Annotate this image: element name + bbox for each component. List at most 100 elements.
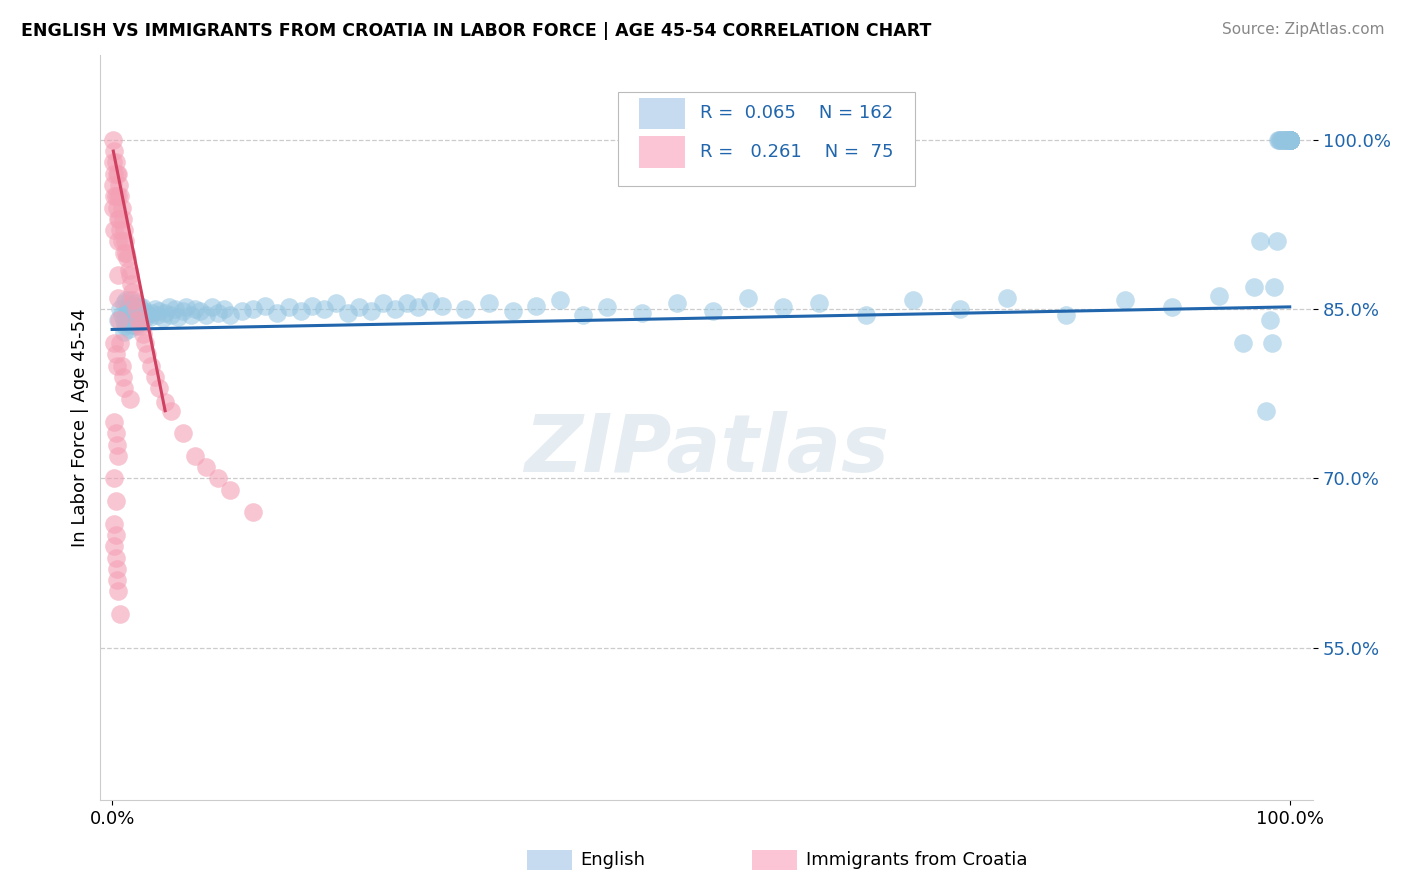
- Point: [112, 313, 135, 327]
- Point: [1272, 133, 1295, 147]
- Point: [201, 300, 224, 314]
- Point: [132, 326, 155, 341]
- Text: English: English: [581, 851, 645, 869]
- Point: [148, 381, 170, 395]
- Point: [231, 304, 253, 318]
- Point: [131, 313, 153, 327]
- Point: [118, 317, 141, 331]
- Point: [111, 211, 134, 226]
- Point: [131, 300, 153, 314]
- Point: [105, 167, 128, 181]
- Point: [107, 313, 129, 327]
- Point: [1278, 133, 1301, 147]
- Point: [110, 189, 132, 203]
- Point: [105, 573, 128, 587]
- Point: [110, 302, 132, 317]
- Point: [143, 302, 166, 317]
- Point: [136, 347, 159, 361]
- Point: [112, 296, 135, 310]
- Point: [160, 308, 183, 322]
- Point: [1278, 133, 1301, 147]
- Point: [143, 370, 166, 384]
- Point: [103, 178, 125, 192]
- Point: [110, 308, 132, 322]
- Point: [120, 277, 142, 292]
- Point: [360, 304, 382, 318]
- Point: [1208, 288, 1230, 302]
- Point: [1256, 403, 1278, 417]
- Point: [219, 483, 242, 497]
- Point: [1277, 133, 1299, 147]
- Point: [183, 449, 205, 463]
- Point: [212, 302, 235, 317]
- Point: [118, 305, 141, 319]
- FancyBboxPatch shape: [619, 93, 915, 186]
- Point: [325, 296, 347, 310]
- Point: [141, 305, 163, 319]
- Point: [901, 293, 924, 307]
- Point: [1265, 235, 1288, 249]
- Point: [103, 516, 125, 531]
- Y-axis label: In Labor Force | Age 45-54: In Labor Force | Age 45-54: [72, 309, 89, 547]
- Point: [153, 305, 176, 319]
- Point: [1278, 133, 1301, 147]
- Text: ENGLISH VS IMMIGRANTS FROM CROATIA IN LABOR FORCE | AGE 45-54 CORRELATION CHART: ENGLISH VS IMMIGRANTS FROM CROATIA IN LA…: [21, 22, 931, 40]
- Point: [949, 302, 972, 317]
- Point: [120, 300, 142, 314]
- Point: [1278, 133, 1301, 147]
- Point: [1278, 133, 1301, 147]
- Point: [1278, 133, 1301, 147]
- Point: [111, 370, 134, 384]
- Point: [1278, 133, 1301, 147]
- Point: [349, 300, 371, 314]
- Point: [112, 245, 135, 260]
- Point: [107, 167, 129, 181]
- Point: [1278, 133, 1301, 147]
- Point: [103, 223, 125, 237]
- Point: [134, 311, 156, 326]
- Point: [103, 471, 125, 485]
- Point: [110, 235, 132, 249]
- Point: [1161, 300, 1184, 314]
- Point: [104, 426, 127, 441]
- Point: [395, 296, 418, 310]
- Point: [855, 308, 877, 322]
- Point: [129, 319, 152, 334]
- Point: [108, 211, 131, 226]
- Point: [124, 299, 146, 313]
- Point: [572, 308, 595, 322]
- Point: [110, 336, 132, 351]
- Point: [190, 304, 212, 318]
- Point: [1278, 133, 1301, 147]
- Point: [121, 310, 143, 324]
- Point: [207, 471, 229, 485]
- Point: [737, 291, 759, 305]
- Point: [1278, 133, 1301, 147]
- Point: [105, 437, 128, 451]
- Point: [103, 133, 125, 147]
- Point: [127, 313, 149, 327]
- Point: [478, 296, 501, 310]
- Point: [103, 144, 125, 158]
- Point: [172, 304, 194, 318]
- Point: [125, 313, 148, 327]
- Point: [1278, 133, 1301, 147]
- Point: [103, 539, 125, 553]
- Point: [195, 460, 218, 475]
- Point: [132, 308, 155, 322]
- Point: [107, 291, 129, 305]
- Point: [110, 607, 132, 621]
- Point: [132, 304, 155, 318]
- Point: [117, 304, 139, 318]
- Point: [1278, 133, 1301, 147]
- Point: [115, 308, 138, 322]
- Point: [112, 325, 135, 339]
- Point: [301, 299, 323, 313]
- Point: [121, 298, 143, 312]
- Point: [1270, 133, 1292, 147]
- Point: [128, 299, 150, 313]
- Point: [1278, 133, 1301, 147]
- Point: [103, 201, 125, 215]
- Point: [371, 296, 394, 310]
- Point: [104, 347, 127, 361]
